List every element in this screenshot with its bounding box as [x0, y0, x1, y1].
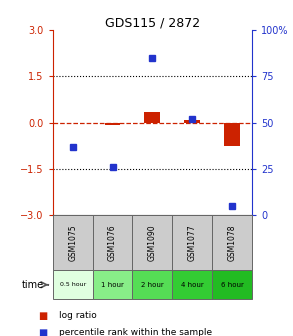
Bar: [144, 112, 160, 123]
Text: 6 hour: 6 hour: [221, 282, 243, 288]
Bar: [105, 123, 120, 125]
Text: percentile rank within the sample: percentile rank within the sample: [59, 328, 212, 336]
Text: GSM1075: GSM1075: [68, 224, 77, 261]
Text: 1 hour: 1 hour: [101, 282, 124, 288]
Text: 0.5 hour: 0.5 hour: [59, 282, 86, 287]
Text: GSM1077: GSM1077: [188, 224, 197, 261]
Text: ■: ■: [38, 328, 47, 336]
Text: log ratio: log ratio: [59, 311, 96, 320]
Text: time: time: [22, 280, 44, 290]
Text: 2 hour: 2 hour: [141, 282, 164, 288]
Text: GSM1078: GSM1078: [228, 224, 236, 261]
Text: 4 hour: 4 hour: [181, 282, 204, 288]
Text: GSM1076: GSM1076: [108, 224, 117, 261]
Bar: [184, 121, 200, 123]
Text: ■: ■: [38, 311, 47, 321]
Bar: [224, 123, 240, 146]
Title: GDS115 / 2872: GDS115 / 2872: [105, 16, 200, 29]
Text: GSM1090: GSM1090: [148, 224, 157, 261]
